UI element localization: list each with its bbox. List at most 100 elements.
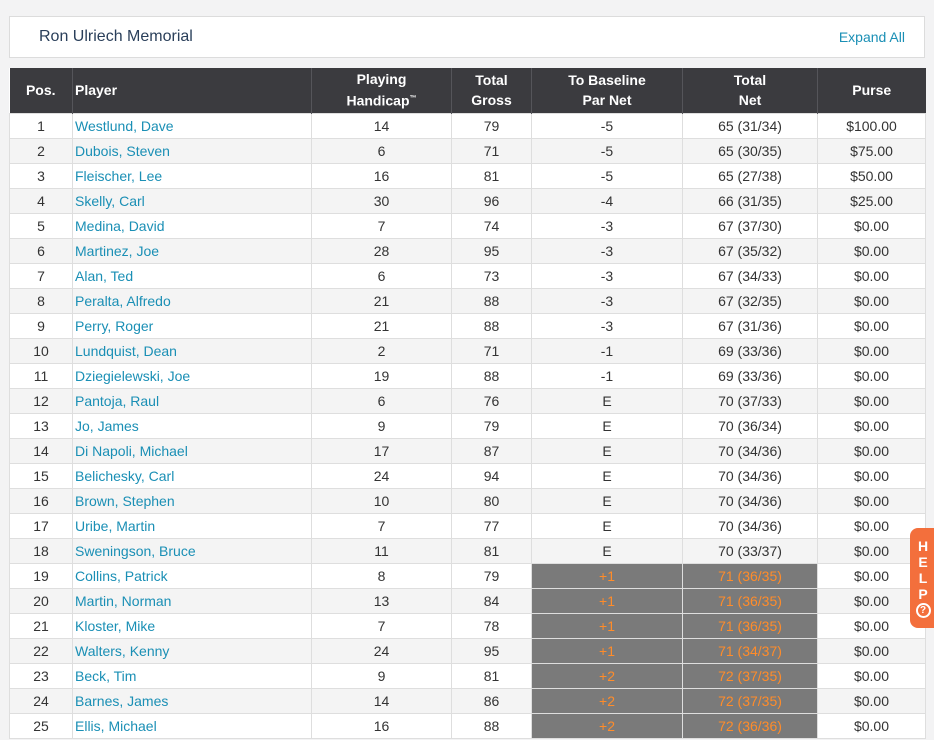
pos-cell: 13 (9, 412, 73, 439)
player-name-link[interactable]: Fleischer, Lee (72, 162, 312, 189)
gross-cell: 71 (451, 337, 532, 364)
expand-all-link[interactable]: Expand All (838, 29, 905, 45)
player-name-link[interactable]: Ellis, Michael (72, 712, 312, 739)
player-name-link[interactable]: Barnes, James (72, 687, 312, 714)
handicap-cell: 7 (311, 612, 452, 639)
player-name-link[interactable]: Skelly, Carl (72, 187, 312, 214)
player-name-link[interactable]: Medina, David (72, 212, 312, 239)
player-name-link[interactable]: Brown, Stephen (72, 487, 312, 514)
purse-cell: $0.00 (817, 687, 926, 714)
col-header-player[interactable]: Player (72, 68, 312, 113)
player-name-link[interactable]: Uribe, Martin (72, 512, 312, 539)
col-header-par-net[interactable]: To Baseline Par Net (531, 68, 683, 113)
player-name-link[interactable]: Walters, Kenny (72, 637, 312, 664)
purse-cell: $0.00 (817, 287, 926, 314)
par-net-cell: +1 (531, 612, 683, 639)
pos-cell: 24 (9, 687, 73, 714)
handicap-cell: 13 (311, 587, 452, 614)
handicap-cell: 24 (311, 637, 452, 664)
col-header-gross-line1: Total (475, 72, 508, 89)
player-name-link[interactable]: Peralta, Alfredo (72, 287, 312, 314)
purse-cell: $0.00 (817, 712, 926, 739)
gross-cell: 96 (451, 187, 532, 214)
table-row: 12 Pantoja, Raul 6 76 E 70 (37/33) $0.00 (9, 387, 926, 414)
handicap-cell: 30 (311, 187, 452, 214)
player-name-link[interactable]: Dziegielewski, Joe (72, 362, 312, 389)
net-score-cell: 71 (36/35) (682, 587, 818, 614)
par-net-cell: -3 (531, 262, 683, 289)
handicap-cell: 6 (311, 137, 452, 164)
leaderboard-table: Pos. Player Playing Handicap™ Total Gross … (9, 68, 926, 739)
net-score-cell: 65 (31/34) (682, 112, 818, 139)
pos-cell: 2 (9, 137, 73, 164)
par-net-cell: E (531, 412, 683, 439)
gross-cell: 94 (451, 462, 532, 489)
purse-cell: $0.00 (817, 262, 926, 289)
par-net-cell: E (531, 437, 683, 464)
col-header-pos[interactable]: Pos. (9, 68, 73, 113)
col-header-gross[interactable]: Total Gross (451, 68, 532, 113)
player-name-link[interactable]: Collins, Patrick (72, 562, 312, 589)
net-score-cell: 72 (36/36) (682, 712, 818, 739)
pos-cell: 5 (9, 212, 73, 239)
player-name-link[interactable]: Sweningson, Bruce (72, 537, 312, 564)
player-name-link[interactable]: Jo, James (72, 412, 312, 439)
pos-cell: 1 (9, 112, 73, 139)
gross-cell: 88 (451, 287, 532, 314)
help-tab[interactable]: H E L P ? (910, 528, 934, 628)
player-name-link[interactable]: Di Napoli, Michael (72, 437, 312, 464)
gross-cell: 95 (451, 637, 532, 664)
purse-cell: $50.00 (817, 162, 926, 189)
table-row: 20 Martin, Norman 13 84 +1 71 (36/35) $0.00 (9, 587, 926, 614)
handicap-cell: 24 (311, 462, 452, 489)
pos-cell: 3 (9, 162, 73, 189)
handicap-cell: 28 (311, 237, 452, 264)
par-net-cell: -4 (531, 187, 683, 214)
net-score-cell: 72 (37/35) (682, 687, 818, 714)
help-letter: P (918, 586, 928, 602)
gross-cell: 84 (451, 587, 532, 614)
purse-cell: $0.00 (817, 387, 926, 414)
col-header-net[interactable]: Total Net (682, 68, 818, 113)
col-header-handicap[interactable]: Playing Handicap™ (311, 68, 452, 113)
par-net-cell: E (531, 387, 683, 414)
table-row: 3 Fleischer, Lee 16 81 -5 65 (27/38) $50.00 (9, 162, 926, 189)
handicap-cell: 8 (311, 562, 452, 589)
pos-cell: 6 (9, 237, 73, 264)
net-score-cell: 67 (31/36) (682, 312, 818, 339)
par-net-cell: -3 (531, 212, 683, 239)
event-title: Ron Ulriech Memorial (39, 28, 193, 45)
par-net-cell: -1 (531, 337, 683, 364)
table-row: 25 Ellis, Michael 16 88 +2 72 (36/36) $0.00 (9, 712, 926, 739)
player-name-link[interactable]: Pantoja, Raul (72, 387, 312, 414)
gross-cell: 73 (451, 262, 532, 289)
player-name-link[interactable]: Martin, Norman (72, 587, 312, 614)
handicap-cell: 9 (311, 412, 452, 439)
player-name-link[interactable]: Kloster, Mike (72, 612, 312, 639)
handicap-cell: 6 (311, 262, 452, 289)
player-name-link[interactable]: Lundquist, Dean (72, 337, 312, 364)
net-score-cell: 70 (34/36) (682, 512, 818, 539)
pos-cell: 19 (9, 562, 73, 589)
pos-cell: 16 (9, 487, 73, 514)
player-name-link[interactable]: Perry, Roger (72, 312, 312, 339)
col-header-purse[interactable]: Purse (817, 68, 926, 113)
pos-cell: 15 (9, 462, 73, 489)
handicap-cell: 16 (311, 162, 452, 189)
handicap-cell: 7 (311, 212, 452, 239)
player-name-link[interactable]: Dubois, Steven (72, 137, 312, 164)
player-name-link[interactable]: Beck, Tim (72, 662, 312, 689)
help-letter: E (918, 554, 928, 570)
net-score-cell: 70 (34/36) (682, 487, 818, 514)
table-row: 7 Alan, Ted 6 73 -3 67 (34/33) $0.00 (9, 262, 926, 289)
player-name-link[interactable]: Martinez, Joe (72, 237, 312, 264)
table-row: 17 Uribe, Martin 7 77 E 70 (34/36) $0.00 (9, 512, 926, 539)
gross-cell: 77 (451, 512, 532, 539)
pos-cell: 8 (9, 287, 73, 314)
player-name-link[interactable]: Belichesky, Carl (72, 462, 312, 489)
handicap-cell: 10 (311, 487, 452, 514)
player-name-link[interactable]: Alan, Ted (72, 262, 312, 289)
net-score-cell: 70 (34/36) (682, 462, 818, 489)
player-name-link[interactable]: Westlund, Dave (72, 112, 312, 139)
par-net-cell: +2 (531, 687, 683, 714)
